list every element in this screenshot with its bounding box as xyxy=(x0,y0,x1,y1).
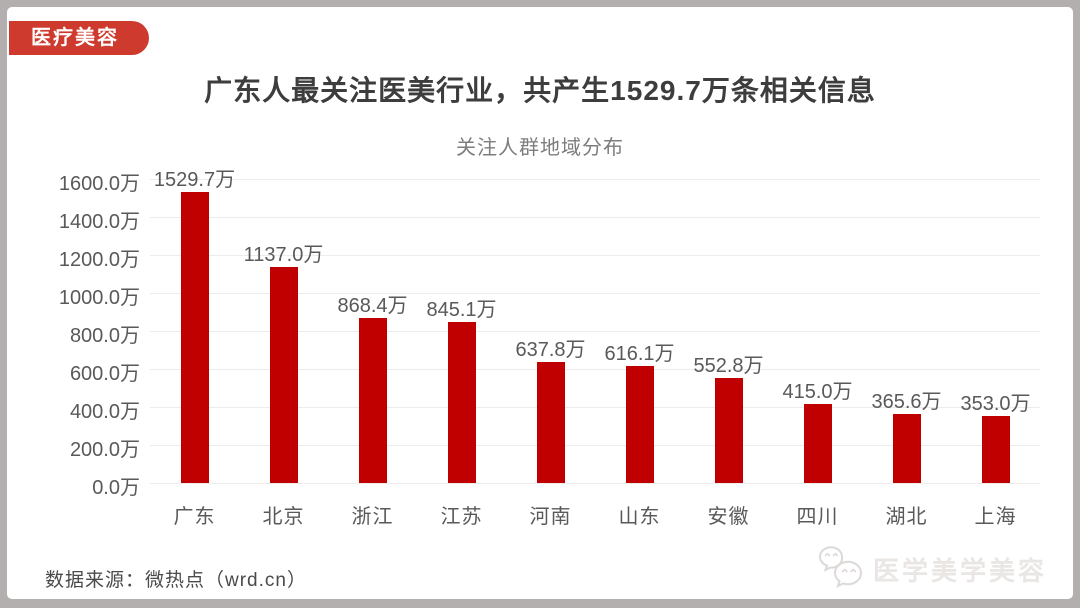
watermark-text: 医学美学美容 xyxy=(872,556,1047,586)
grid-line xyxy=(150,369,1040,370)
y-axis-tick-label: 0.0万 xyxy=(92,477,140,499)
bar-value-label: 1529.7万 xyxy=(153,169,236,192)
infographic-card: 医疗美容 广东人最关注医美行业，共产生1529.7万条相关信息 关注人群地域分布… xyxy=(7,7,1073,599)
bar-value-label: 415.0万 xyxy=(782,381,853,404)
x-category-label: 湖北 xyxy=(885,506,928,528)
y-axis-tick-label: 1000.0万 xyxy=(58,287,140,309)
bar-value-label: 845.1万 xyxy=(426,299,497,322)
bar xyxy=(447,322,476,483)
grid-line xyxy=(150,407,1040,408)
y-axis-tick-label: 1200.0万 xyxy=(58,249,140,271)
x-category-label: 浙江 xyxy=(351,506,394,528)
bar xyxy=(892,413,921,483)
category-badge: 医疗美容 xyxy=(9,21,149,55)
y-axis-tick-label: 400.0万 xyxy=(69,401,140,423)
bar xyxy=(358,318,387,483)
x-category-label: 安徽 xyxy=(707,506,750,528)
bar-value-label: 868.4万 xyxy=(337,295,408,317)
grid-line xyxy=(150,255,1040,256)
y-axis-tick-label: 200.0万 xyxy=(69,439,140,461)
bar xyxy=(180,192,209,483)
bar-value-label: 616.1万 xyxy=(604,342,675,365)
bar-value-label: 365.6万 xyxy=(871,390,942,413)
grid-line xyxy=(150,293,1040,294)
x-category-label: 北京 xyxy=(262,506,305,528)
bar xyxy=(536,361,565,483)
grid-line xyxy=(150,445,1040,446)
grid-line xyxy=(150,331,1040,332)
y-axis-tick-label: 800.0万 xyxy=(69,325,140,347)
chart-title: 关注人群地域分布 xyxy=(456,137,624,159)
grid-line xyxy=(150,179,1040,180)
x-category-label: 四川 xyxy=(796,506,839,528)
bar-chart: 1600.0万 1400.0万 1200.0万 1000.0万 800.0万 600.0万… xyxy=(7,7,1073,599)
data-source-note: 数据来源：微热点（wrd.cn） xyxy=(45,570,307,591)
bar xyxy=(803,404,832,483)
wechat-icon xyxy=(817,545,865,594)
x-category-label: 上海 xyxy=(974,506,1017,528)
grid-line xyxy=(150,217,1040,218)
bar-value-label: 552.8万 xyxy=(693,354,764,377)
bar xyxy=(714,377,743,483)
watermark: 医学美学美容 xyxy=(817,545,1047,594)
page-title: 广东人最关注医美行业，共产生1529.7万条相关信息 xyxy=(204,75,876,106)
bar-value-label: 353.0万 xyxy=(960,392,1031,415)
bar-value-label: 637.8万 xyxy=(515,338,586,361)
bar xyxy=(625,365,654,483)
x-category-label: 江苏 xyxy=(440,506,483,528)
x-category-label: 河南 xyxy=(529,506,572,528)
y-axis-tick-label: 600.0万 xyxy=(69,363,140,385)
grid-line xyxy=(150,483,1040,484)
x-category-label: 山东 xyxy=(618,506,661,528)
bar-value-label: 1137.0万 xyxy=(243,243,324,266)
y-axis-tick-label: 1600.0万 xyxy=(58,173,140,195)
y-axis-tick-label: 1400.0万 xyxy=(58,211,140,233)
bar xyxy=(269,266,298,483)
bar xyxy=(981,415,1010,483)
x-category-label: 广东 xyxy=(173,506,216,528)
